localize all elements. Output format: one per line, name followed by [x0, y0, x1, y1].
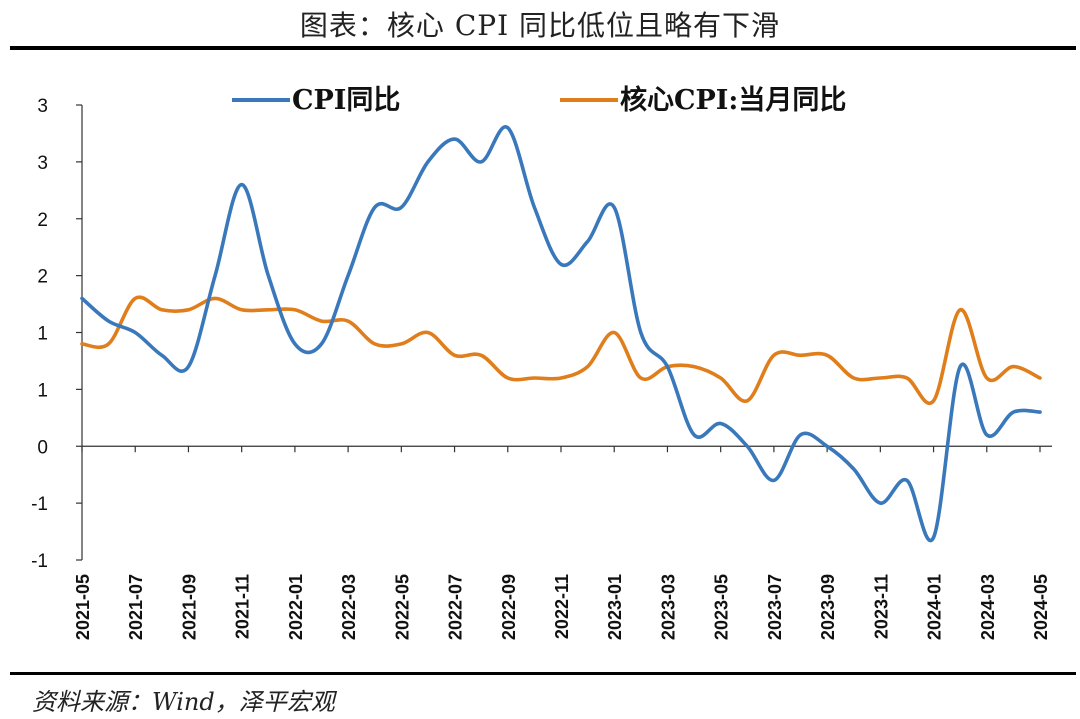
y-tick-label: 3	[37, 153, 48, 174]
x-tick-label: 2024-03	[978, 574, 998, 640]
top-rule	[10, 46, 1076, 50]
x-tick-label: 2022-09	[499, 574, 519, 640]
y-tick-label: 3	[37, 96, 48, 117]
tick-labels: 3 3 2 2 1 1 0 -1 -1 2021-05 2021-07 2021-09 2021-11 2…	[31, 96, 1051, 640]
x-tick-label: 2023-01	[605, 574, 625, 640]
x-tick-label: 2024-05	[1031, 574, 1051, 640]
y-tick-label: -1	[31, 494, 48, 515]
x-tick-label: 2023-09	[818, 574, 838, 640]
x-tick-label: 2022-05	[392, 574, 412, 640]
x-tick-label: 2022-07	[446, 574, 466, 640]
x-tick-label: 2022-03	[339, 574, 359, 640]
legend: CPI同比 核心CPI:当月同比	[232, 84, 846, 116]
legend-label-cpi: CPI同比	[292, 85, 400, 116]
y-tick-label: 2	[37, 267, 48, 288]
x-tick-label: 2022-11	[552, 574, 572, 639]
series-line-cpi	[80, 125, 1042, 543]
y-tick-label: 0	[37, 437, 48, 458]
legend-label-core-cpi: 核心CPI:当月同比	[620, 84, 846, 116]
bottom-rule	[10, 672, 1076, 675]
x-tick-label: 2023-05	[712, 574, 732, 640]
x-tick-label: 2023-07	[765, 574, 785, 640]
x-tick-label: 2021-09	[179, 574, 199, 640]
x-tick-label: 2021-07	[126, 574, 146, 640]
x-tick-label: 2021-11	[233, 574, 253, 639]
x-tick-label: 2022-01	[286, 574, 306, 640]
x-tick-label: 2024-01	[925, 574, 945, 640]
y-tick-label: 1	[37, 380, 48, 401]
x-tick-label: 2021-05	[73, 574, 93, 640]
y-tick-label: -1	[31, 551, 48, 572]
y-tick-label: 1	[37, 324, 48, 345]
y-tick-label: 2	[37, 210, 48, 231]
chart-title: 图表：核心 CPI 同比低位且略有下滑	[299, 9, 781, 42]
series-line-core-cpi	[80, 295, 1042, 406]
series-lines	[80, 125, 1042, 543]
x-tick-label: 2023-11	[871, 574, 891, 639]
x-tick-label: 2023-03	[658, 574, 678, 640]
source-note: 资料来源：Wind，泽平宏观	[32, 688, 335, 716]
axes	[76, 104, 1052, 561]
